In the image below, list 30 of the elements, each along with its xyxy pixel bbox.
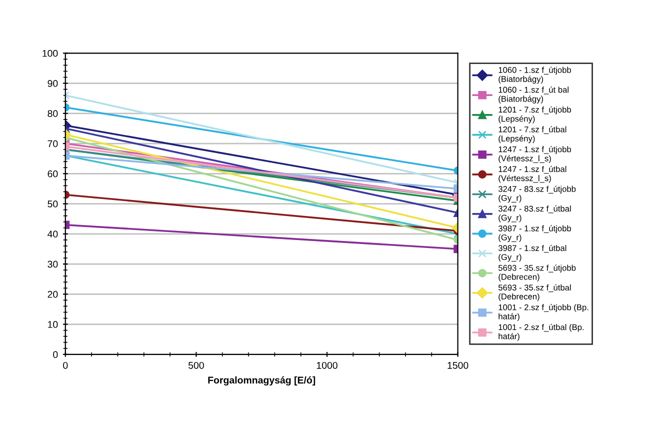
legend-label: 5693 - 35.sz f_útbal (Debrecen): [498, 284, 571, 302]
legend-label: 1060 - 1.sz f_út bal (Biatorbágy): [498, 86, 568, 104]
x-tick-label: 1500: [448, 362, 468, 369]
y-tick-label: 80: [48, 110, 58, 118]
y-tick-label: 10: [48, 321, 58, 328]
legend-label: 1201 - 7.sz f_útjobb (Lepsény): [498, 106, 571, 124]
x-tick-label: 1000: [316, 362, 338, 369]
y-tick-label: 0: [53, 351, 58, 358]
legend-label: 1247 - 1.sz f_útbal (Vértessz_l_s): [498, 166, 566, 183]
legend-label: 5693 - 35.sz f_útjobb (Debrecen): [498, 264, 576, 282]
legend-label: 1201 - 7.sz f_útbal (Lepsény): [498, 126, 566, 144]
legend-label: 1001 - 2.sz f_útbal (Bp. határ): [498, 324, 584, 341]
legend-label: 3987 - 1.sz f_útbal (Gy_r): [498, 244, 566, 262]
legend-label: 3247 - 83.sz f_útbal (Gy_r): [498, 205, 571, 222]
legend-label: 1001 - 2.sz f_útjobb (Bp. határ): [498, 304, 588, 321]
y-tick-label: 100: [42, 50, 58, 57]
y-tick-label: 60: [48, 170, 58, 178]
legend-label: 3987 - 1.sz f_útjobb (Gy_r): [498, 225, 571, 242]
y-tick-label: 20: [48, 290, 58, 298]
x-tick-label: 500: [188, 362, 204, 369]
legend-label: 3247 - 83.sz f_útjobb (Gy_r): [498, 186, 576, 203]
y-tick-label: 30: [48, 260, 58, 268]
x-tick-label: 0: [63, 362, 68, 369]
y-tick-label: 90: [48, 80, 58, 87]
legend-label: 1247 - 1.sz f_útjobb (Vértessz_l_s): [498, 146, 571, 163]
x-axis-title: Forgalomnagyság [E/ó]: [208, 376, 316, 386]
y-tick-label: 40: [48, 230, 58, 238]
legend-label: 1060 - 1.sz f_útjobb (Biatorbágy): [498, 66, 571, 84]
y-tick-label: 70: [48, 140, 58, 148]
y-tick-label: 50: [48, 200, 58, 208]
